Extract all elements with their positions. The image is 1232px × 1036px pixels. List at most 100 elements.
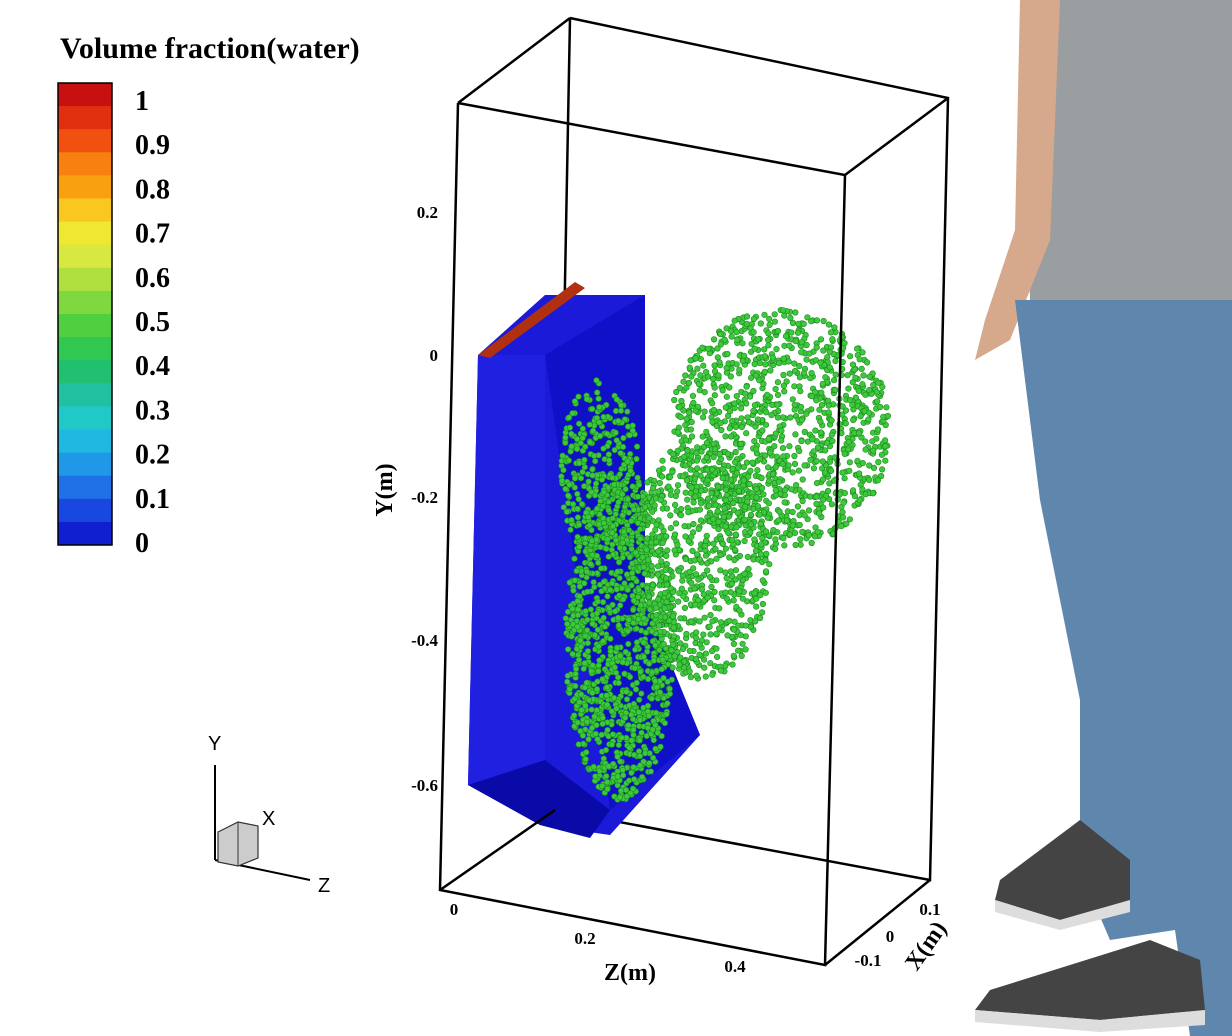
color-band — [58, 268, 112, 292]
particle — [798, 404, 804, 410]
particle — [683, 373, 689, 379]
particle — [716, 606, 722, 612]
particle — [575, 612, 581, 618]
particle — [828, 330, 834, 336]
particle — [619, 586, 625, 592]
particle — [618, 450, 624, 456]
particle — [790, 320, 796, 326]
particle — [625, 587, 631, 593]
particle — [660, 458, 666, 464]
particle — [706, 346, 712, 352]
particle — [790, 523, 796, 529]
particle — [723, 434, 729, 440]
particle — [731, 653, 737, 659]
particle — [604, 693, 610, 699]
particle — [748, 522, 754, 528]
particle — [649, 563, 655, 569]
particle — [653, 746, 659, 752]
particle — [697, 507, 703, 513]
particle — [705, 477, 711, 483]
particle — [722, 337, 728, 343]
particle — [728, 524, 734, 530]
particle — [592, 714, 598, 720]
particle — [646, 594, 652, 600]
particle — [786, 359, 792, 365]
particle — [686, 510, 692, 516]
particle — [814, 345, 820, 351]
particle — [657, 480, 663, 486]
color-band — [58, 499, 112, 523]
particle — [564, 621, 570, 627]
particle — [702, 409, 708, 415]
particle — [570, 501, 576, 507]
particle — [840, 404, 846, 410]
particle — [704, 533, 710, 539]
particle — [568, 527, 574, 533]
particle — [681, 408, 687, 414]
particle — [624, 572, 630, 578]
particle — [693, 656, 699, 662]
particle — [826, 403, 832, 409]
particle — [672, 532, 678, 538]
particle — [582, 457, 588, 463]
particle — [733, 567, 739, 573]
particle — [876, 459, 882, 465]
particle — [734, 525, 740, 531]
particle — [842, 490, 848, 496]
particle — [732, 557, 738, 563]
particle — [596, 522, 602, 528]
particle — [641, 564, 647, 570]
particle — [637, 717, 643, 723]
particle — [571, 588, 577, 594]
particle — [584, 750, 590, 756]
particle — [603, 747, 609, 753]
particle — [772, 319, 778, 325]
particle — [590, 428, 596, 434]
particle — [679, 398, 685, 404]
particle — [704, 640, 710, 646]
particle — [674, 508, 680, 514]
particle — [623, 649, 629, 655]
particle — [733, 449, 739, 455]
particle — [753, 373, 759, 379]
particle — [727, 409, 733, 415]
particle — [732, 459, 738, 465]
particle — [759, 542, 765, 548]
particle — [604, 685, 610, 691]
particle — [827, 459, 833, 465]
particle — [734, 470, 740, 476]
particle — [645, 703, 651, 709]
particle — [597, 658, 603, 664]
particle — [732, 318, 738, 324]
particle — [579, 501, 585, 507]
particle — [819, 402, 825, 408]
particle — [616, 499, 622, 505]
particle — [703, 369, 709, 375]
particle — [682, 605, 688, 611]
particle — [617, 653, 623, 659]
particle — [742, 391, 748, 397]
particle — [598, 498, 604, 504]
particle — [591, 579, 597, 585]
particle — [822, 470, 828, 476]
particle — [734, 393, 740, 399]
particle — [637, 738, 643, 744]
particle — [743, 623, 749, 629]
particle — [746, 419, 752, 425]
particle — [860, 381, 866, 387]
particle — [638, 669, 644, 675]
particle — [575, 534, 581, 540]
particle — [712, 496, 718, 502]
particle — [701, 632, 707, 638]
particle — [626, 723, 632, 729]
particle — [748, 512, 754, 518]
particle — [814, 398, 820, 404]
particle — [825, 354, 831, 360]
particle — [766, 478, 772, 484]
particle — [695, 466, 701, 472]
particle — [725, 351, 731, 357]
particle — [731, 641, 737, 647]
particle — [704, 440, 710, 446]
particle — [689, 374, 695, 380]
particle — [678, 641, 684, 647]
